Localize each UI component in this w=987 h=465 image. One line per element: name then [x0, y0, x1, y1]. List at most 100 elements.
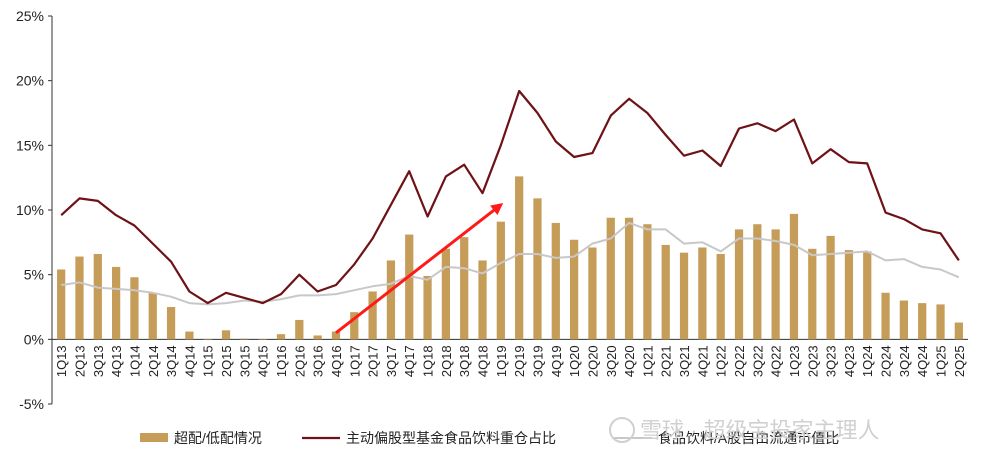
x-tick-label: 1Q16: [274, 345, 289, 377]
bar-1Q24: [863, 251, 872, 340]
bar-1Q13: [57, 269, 66, 340]
bar-1Q22: [716, 253, 725, 340]
bar-2Q20: [588, 247, 597, 340]
x-tick-label: 1Q24: [860, 345, 875, 377]
bar-1Q16: [276, 334, 286, 340]
x-tick-label: 3Q15: [237, 345, 252, 377]
x-tick-label: 3Q20: [604, 345, 619, 377]
x-tick-label: 4Q17: [402, 345, 417, 377]
bar-3Q14: [166, 307, 176, 340]
x-tick-label: 3Q23: [824, 345, 839, 377]
y-tick-label: 20%: [16, 73, 44, 89]
bar-2Q18: [441, 248, 451, 340]
bar-1Q25: [936, 304, 945, 340]
bar-1Q18: [423, 275, 432, 340]
x-tick-label: 2Q15: [219, 345, 234, 377]
x-tick-label: 4Q15: [256, 345, 271, 377]
bar-3Q22: [753, 224, 762, 340]
bar-3Q20: [606, 217, 615, 340]
x-tick-label: 3Q14: [164, 345, 179, 377]
y-tick-labels: 25% 20% 15% 10% 5% 0% -5%: [16, 8, 52, 412]
x-tick-label: 4Q18: [476, 345, 491, 377]
x-tick-label: 1Q19: [494, 345, 509, 377]
x-tick-label: 4Q13: [109, 345, 124, 377]
bar-3Q18: [460, 237, 469, 340]
bar-1Q15: [203, 339, 212, 340]
x-tick-label: 2Q23: [805, 345, 820, 377]
bar-2Q24: [881, 292, 890, 340]
bar-4Q13: [111, 266, 121, 340]
bar-1Q20: [569, 239, 579, 340]
bar-2Q13: [75, 256, 84, 340]
annotation-group: [335, 202, 504, 335]
x-tick-label: 2Q18: [439, 345, 454, 377]
bar-2Q17: [368, 291, 377, 340]
bar-2Q21: [661, 244, 670, 340]
bar-4Q15: [258, 339, 267, 340]
watermark: 雪球 · 超级宝投家主理人: [609, 417, 880, 443]
x-tick-label: 1Q22: [714, 345, 729, 377]
bar-2Q25: [954, 322, 963, 340]
x-tick-label: 3Q17: [384, 345, 399, 377]
x-tick-label: 2Q22: [732, 345, 747, 377]
y-tick-label: 15%: [16, 137, 44, 153]
x-tick-label: 1Q21: [640, 345, 655, 377]
y-tick-label: 10%: [16, 202, 44, 218]
line-series-fund-weight: [60, 89, 960, 305]
bar-2Q22: [734, 229, 744, 340]
x-tick-labels: 1Q13 2Q13 3Q13 4Q13 1Q14 2Q14 3Q14 4Q14 1Q15 2Q15…: [54, 345, 967, 377]
bar-2Q15: [221, 330, 231, 340]
trend-arrow: [335, 202, 504, 335]
bar-3Q15: [240, 338, 249, 340]
bar-1Q17: [350, 312, 359, 340]
x-tick-label: 2Q25: [952, 345, 967, 377]
bar-series-group: [57, 176, 963, 340]
legend: 超配/低配情况 主动偏股型基金食品饮料重仓占比 食品饮料/A股自由流通市值比: [140, 430, 839, 446]
bar-1Q14: [130, 277, 139, 340]
bar-2Q16: [295, 319, 304, 340]
bar-1Q19: [496, 221, 505, 340]
x-tick-label: 1Q15: [201, 345, 216, 377]
x-tick-label: 3Q16: [311, 345, 326, 377]
x-tick-label: 3Q19: [530, 345, 545, 377]
x-tick-label: 3Q21: [677, 345, 692, 377]
x-tick-label: 4Q24: [915, 345, 930, 377]
y-tick-label: 25%: [16, 8, 44, 24]
x-tick-label: 3Q22: [750, 345, 765, 377]
x-tick-label: 3Q18: [457, 345, 472, 377]
bar-4Q16: [331, 331, 341, 340]
bar-4Q22: [771, 229, 780, 340]
bar-1Q21: [643, 224, 652, 340]
x-tick-label: 2Q16: [292, 345, 307, 377]
bar-4Q18: [478, 260, 487, 340]
x-tick-label: 1Q20: [567, 345, 582, 377]
x-tick-label: 2Q21: [659, 345, 674, 377]
bar-1Q23: [789, 213, 799, 340]
bar-4Q17: [405, 234, 414, 340]
bar-3Q24: [899, 300, 909, 340]
legend-label-market-cap-ratio: 食品饮料/A股自由流通市值比: [658, 430, 839, 446]
bar-3Q19: [533, 198, 542, 340]
x-tick-label: 3Q13: [91, 345, 106, 377]
bar-4Q20: [624, 217, 634, 340]
x-tick-label: 2Q17: [366, 345, 381, 377]
x-tick-label: 4Q22: [769, 345, 784, 377]
x-tick-label: 2Q14: [146, 345, 161, 377]
x-tick-label: 2Q19: [512, 345, 527, 377]
bar-2Q19: [515, 176, 524, 340]
x-tick-label: 1Q13: [54, 345, 69, 377]
bar-3Q23: [826, 235, 835, 340]
x-tick-label: 2Q20: [585, 345, 600, 377]
bar-2Q14: [148, 292, 157, 340]
x-tick-label: 1Q14: [127, 345, 142, 377]
bar-2Q23: [808, 248, 817, 340]
x-tick-label: 4Q21: [695, 345, 710, 377]
line-series-group: [60, 89, 960, 306]
x-tick-label: 4Q19: [549, 345, 564, 377]
bar-3Q16: [313, 335, 322, 340]
bar-4Q24: [918, 303, 927, 340]
legend-swatch-bar: [140, 433, 168, 442]
x-tick-label: 4Q23: [842, 345, 857, 377]
bar-4Q19: [551, 222, 560, 340]
